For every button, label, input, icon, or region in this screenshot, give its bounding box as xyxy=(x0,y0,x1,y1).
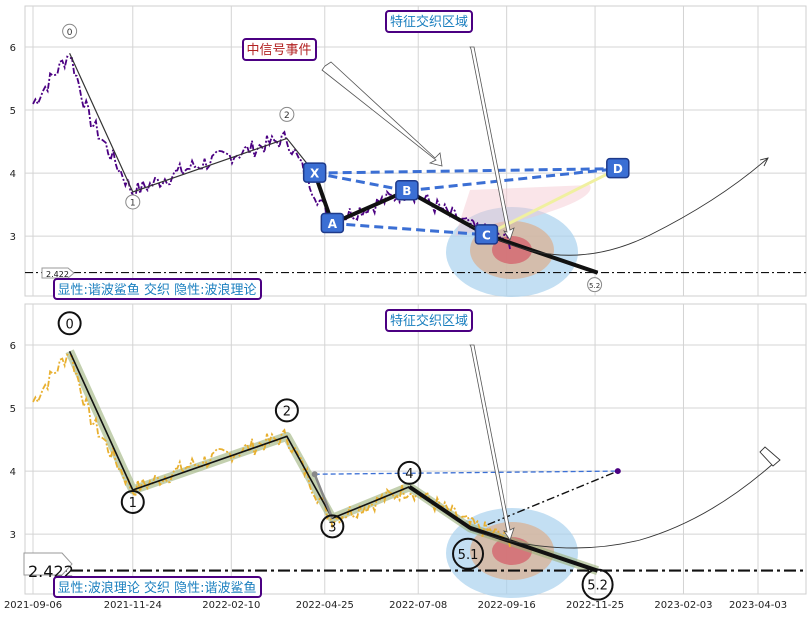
top-wave-label: 0 xyxy=(67,28,73,38)
bottom-projection-marker xyxy=(759,446,781,467)
signal-label-box xyxy=(242,38,317,61)
top-legend-box xyxy=(53,278,262,300)
bottom-zone-label-box xyxy=(385,309,473,332)
bottom-wave-label-circle xyxy=(452,537,485,570)
x-tick-label: 2023-04-03 xyxy=(729,600,787,611)
y-tick-labels: 3 4 5 6 3 4 5 6 xyxy=(10,43,16,541)
bottom-wave-line xyxy=(68,350,410,520)
y-tick-label: 3 xyxy=(10,232,16,243)
top-wave-label-circle xyxy=(125,194,141,210)
bottom-zone-arrow xyxy=(469,344,515,541)
bottom-wave-label: 5.1 xyxy=(458,548,479,563)
top-wave-line xyxy=(69,53,316,193)
top-panel: 2.422 0 1 2 5.2 X A B C D 特征交织区域 中信号事件 显性:谐波鲨鱼 … xyxy=(25,10,806,300)
bottom-wave-label: 4 xyxy=(405,467,413,482)
xabcd-marker-label: C xyxy=(482,228,491,242)
signal-label: 中信号事件 xyxy=(246,43,311,58)
top-projection-arrowhead xyxy=(759,157,769,167)
top-legend-text: 显性:谐波鲨鱼 交织 隐性:波浪理论 xyxy=(57,282,256,298)
bottom-wave-label-circle xyxy=(397,460,422,485)
x-tick-label: 2022-07-08 xyxy=(389,600,447,611)
x-tick-label: 2021-09-06 xyxy=(4,600,62,611)
x-tick-label: 2021-11-24 xyxy=(104,600,162,611)
x-tick-label: 2022-11-25 xyxy=(566,600,624,611)
bottom-wave-label: 1 xyxy=(129,496,137,511)
bottom-wave-label: 0 xyxy=(65,317,73,332)
y-tick-label: 5 xyxy=(10,404,16,415)
bottom-wave-label-circle xyxy=(120,489,145,514)
xabcd-marker-box xyxy=(320,212,345,234)
xabcd-marker-label: A xyxy=(328,217,338,231)
y-tick-label: 3 xyxy=(10,530,16,541)
top-xabcd-markers: X A B C D xyxy=(302,157,630,245)
bottom-wave-label-circle xyxy=(320,514,345,539)
signal-arrow xyxy=(321,61,443,167)
top-wave-label: 5.2 xyxy=(589,282,600,290)
x-tick-label: 2022-04-25 xyxy=(296,600,354,611)
y-tick-label: 6 xyxy=(10,43,16,54)
xabcd-marker-box xyxy=(474,224,499,245)
top-zone-arrow xyxy=(469,46,515,241)
x-tick-label: 2022-02-10 xyxy=(202,600,260,611)
y-tick-label: 5 xyxy=(10,106,16,117)
xabcd-marker-box xyxy=(606,157,630,179)
y-tick-label: 4 xyxy=(10,467,16,478)
xabcd-marker-box xyxy=(302,162,327,183)
harmonic-line-cd xyxy=(487,470,619,526)
top-projection-curve xyxy=(469,157,769,256)
bottom-harmonic-lines xyxy=(311,468,621,526)
bottom-wave-label-circle xyxy=(57,311,82,336)
top-zone-label-box xyxy=(385,10,473,33)
xabcd-line-xb xyxy=(314,171,408,193)
xabcd-line-xd xyxy=(314,167,618,175)
bottom-wave-labels: 0 1 2 3 4 5.1 5.2 xyxy=(57,311,614,601)
harmonic-line-x3 xyxy=(313,473,334,519)
xabcd-line-ac xyxy=(332,222,487,237)
xabcd-marker-label: X xyxy=(310,167,320,181)
x-tick-label: 2022-09-16 xyxy=(478,600,536,611)
bottom-wave-label: 3 xyxy=(328,520,336,535)
bottom-legend-text: 显性:波浪理论 交织 隐性:谐波鲨鱼 xyxy=(57,580,256,596)
x-tick-label: 2023-02-03 xyxy=(654,600,712,611)
top-zone-inner xyxy=(492,236,532,264)
top-wave-label-circle xyxy=(62,23,78,39)
y-tick-label: 4 xyxy=(10,169,16,180)
bottom-legend-box xyxy=(53,576,262,598)
y-tick-label: 6 xyxy=(10,341,16,352)
bottom-zone-label: 特征交织区域 xyxy=(390,313,468,329)
bottom-wave-label-circle xyxy=(274,398,299,423)
top-wave-label-circle xyxy=(279,106,295,122)
xabcd-marker-label: B xyxy=(402,184,411,198)
harmonic-line-xd xyxy=(314,470,618,475)
gridlines xyxy=(25,6,806,594)
top-wave-label-circle xyxy=(587,277,603,293)
xabcd-marker-box xyxy=(395,179,419,201)
harmonic-point-x xyxy=(311,471,318,478)
bottom-baseline-arrow xyxy=(23,552,73,576)
top-wave-label: 2 xyxy=(284,111,290,121)
bottom-wave-label: 5.2 xyxy=(587,579,608,594)
top-panel-frame xyxy=(24,5,807,297)
bottom-panel-frame xyxy=(24,303,807,595)
bottom-wave-label: 2 xyxy=(283,404,291,419)
top-xabcd-lines xyxy=(314,167,619,237)
xabcd-line-bd xyxy=(406,167,618,193)
bottom-thick-wave xyxy=(408,485,599,573)
top-baseline-arrow xyxy=(41,267,75,279)
bottom-projection-curve xyxy=(469,461,776,549)
top-wave-labels: 0 1 2 5.2 xyxy=(62,23,603,293)
bottom-wave-label-circle xyxy=(581,568,614,601)
x-tick-labels: 2021-09-06 2021-11-24 2022-02-10 2022-04-25… xyxy=(4,600,787,611)
xabcd-marker-label: D xyxy=(613,162,623,176)
harmonic-point-d xyxy=(614,468,621,475)
top-wave-label: 1 xyxy=(130,198,136,208)
top-baseline-label: 2.422 xyxy=(46,270,69,279)
top-zone-label: 特征交织区域 xyxy=(390,14,468,30)
